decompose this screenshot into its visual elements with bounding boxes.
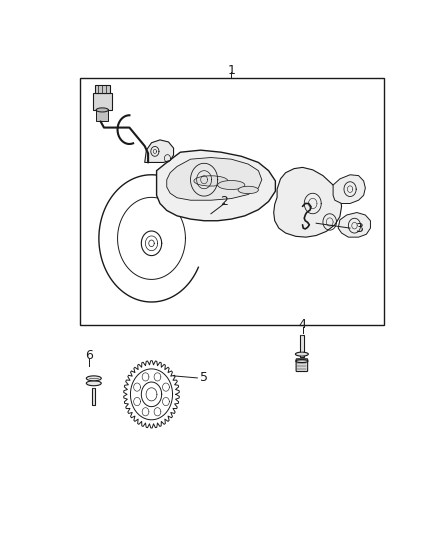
Ellipse shape bbox=[86, 381, 101, 386]
Polygon shape bbox=[338, 213, 371, 237]
Text: 6: 6 bbox=[85, 349, 92, 362]
Bar bbox=[300, 335, 304, 358]
Text: 2: 2 bbox=[221, 195, 228, 208]
Bar bbox=[96, 109, 108, 122]
Bar bbox=[80, 78, 384, 325]
Ellipse shape bbox=[238, 186, 258, 193]
FancyBboxPatch shape bbox=[296, 359, 307, 372]
Text: 3: 3 bbox=[355, 222, 363, 235]
Polygon shape bbox=[333, 175, 365, 204]
Polygon shape bbox=[167, 158, 262, 200]
Ellipse shape bbox=[194, 176, 228, 186]
Ellipse shape bbox=[218, 181, 245, 190]
Bar bbox=[95, 85, 110, 93]
Ellipse shape bbox=[295, 352, 308, 356]
Text: 5: 5 bbox=[200, 372, 208, 384]
Ellipse shape bbox=[86, 376, 101, 381]
Polygon shape bbox=[274, 167, 342, 237]
Ellipse shape bbox=[96, 108, 108, 112]
Bar bbox=[92, 388, 95, 406]
Polygon shape bbox=[145, 140, 173, 163]
Text: 1: 1 bbox=[227, 63, 235, 77]
Polygon shape bbox=[156, 150, 276, 221]
Bar bbox=[93, 93, 112, 110]
Text: 4: 4 bbox=[299, 318, 307, 331]
